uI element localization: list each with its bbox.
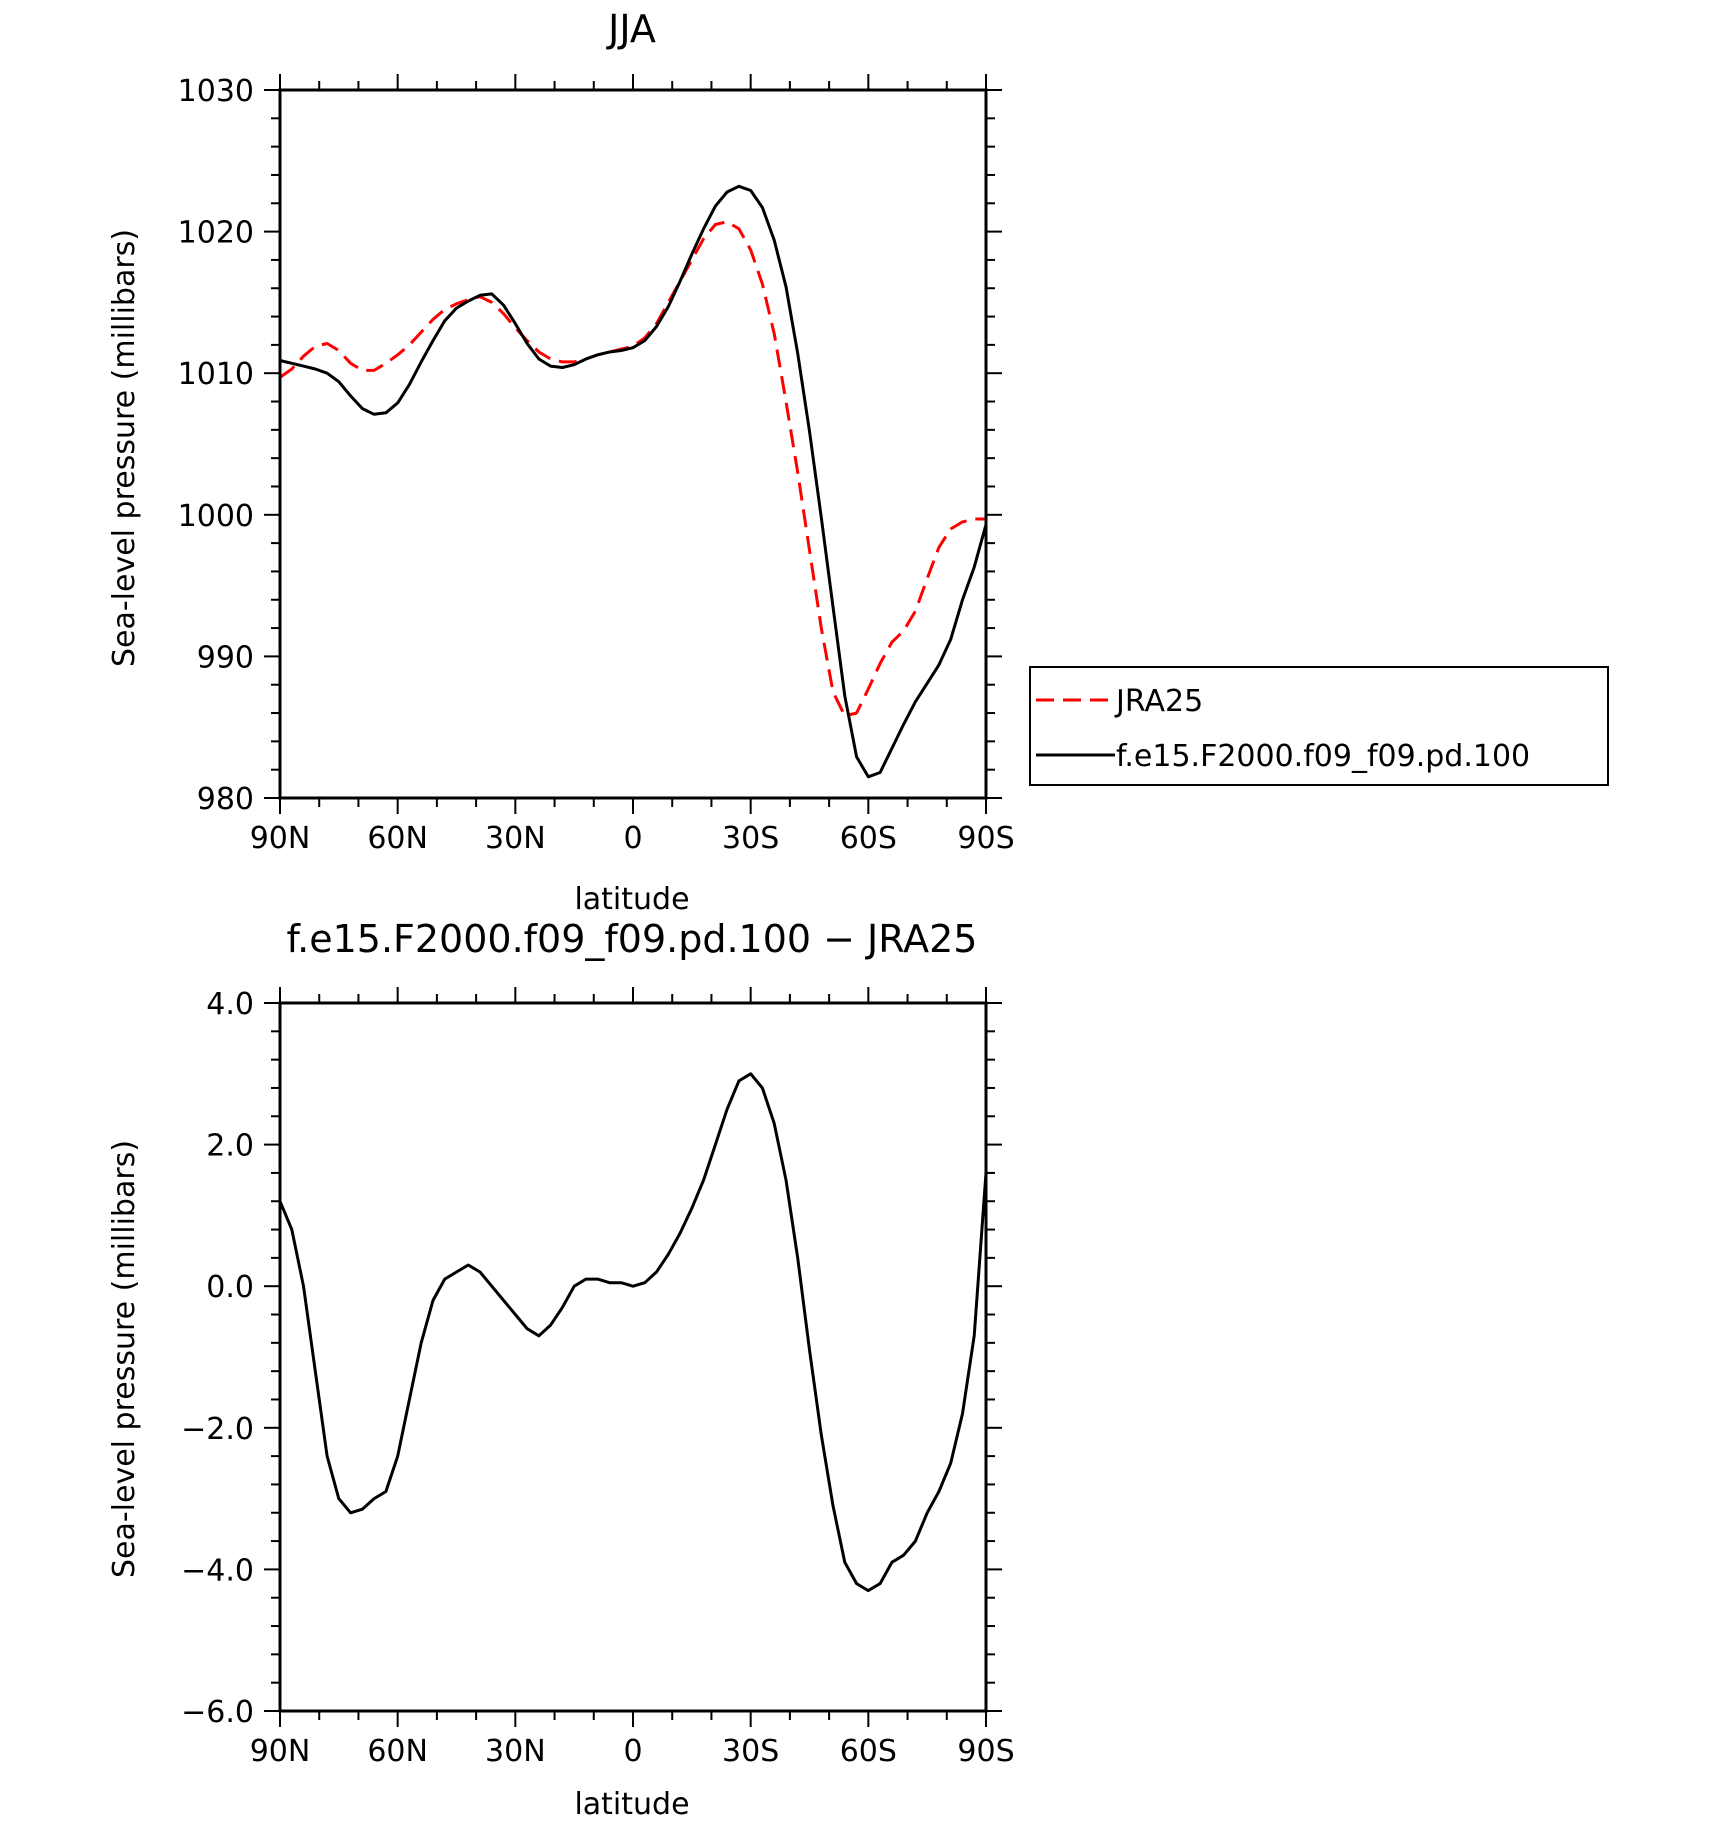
top-y-axis-label: Sea-level pressure (millibars) [107,229,142,667]
top-series [279,184,988,779]
series-line [279,220,986,718]
bottom-ticks [264,987,1002,1727]
x-tick-label: 90N [250,821,311,856]
y-tick-label: −2.0 [181,1412,254,1447]
y-tick-label: 1010 [178,357,254,392]
x-tick-label: 60N [367,821,428,856]
y-tick-label: −6.0 [181,1695,254,1730]
y-tick-label: 1000 [178,499,254,534]
y-tick-label: 2.0 [206,1129,254,1164]
x-tick-label: 0 [623,1734,642,1769]
top-chart-title: JJA [606,7,656,51]
y-tick-label: 4.0 [206,987,254,1022]
legend-label-jra25: JRA25 [1114,684,1203,719]
panel-top: JJA 90N 60N 30N 0 30S 60S 90S 980 990 1000 1010 10… [107,7,1015,917]
x-tick-label: 90S [957,821,1014,856]
top-ticks [264,74,1002,814]
legend-label-model: f.e15.F2000.f09_f09.pd.100 [1116,739,1530,774]
x-tick-label: 30N [485,1734,546,1769]
bottom-plot-frame [278,1001,988,1713]
y-tick-label: 0.0 [206,1270,254,1305]
top-y-tick-labels: 980 990 1000 1010 1020 1030 [178,74,254,817]
top-x-tick-labels: 90N 60N 30N 0 30S 60S 90S [250,821,1015,856]
x-tick-label: 90N [250,1734,311,1769]
x-tick-label: 60S [840,1734,897,1769]
y-tick-label: 1030 [178,74,254,109]
bottom-chart-title: f.e15.F2000.f09_f09.pd.100 − JRA25 [287,917,978,961]
y-tick-label: −4.0 [181,1553,254,1588]
x-tick-label: 60S [840,821,897,856]
bottom-series [278,1072,988,1593]
y-tick-label: 980 [197,782,254,817]
y-tick-label: 990 [197,640,254,675]
bottom-y-axis-label: Sea-level pressure (millibars) [107,1140,142,1578]
bottom-x-tick-labels: 90N 60N 30N 0 30S 60S 90S [250,1734,1015,1769]
legend-box [1029,666,1609,786]
x-tick-label: 30N [485,821,546,856]
x-tick-label: 60N [367,1734,428,1769]
legend: JRA25 f.e15.F2000.f09_f09.pd.100 [1029,666,1609,786]
top-plot-frame [278,88,988,800]
bottom-x-axis-label: latitude [574,1787,689,1822]
top-x-axis-label: latitude [574,882,689,917]
bottom-y-tick-labels: −6.0 −4.0 −2.0 0.0 2.0 4.0 [181,987,254,1730]
x-tick-label: 30S [722,821,779,856]
y-tick-label: 1020 [178,216,254,251]
panel-bottom: f.e15.F2000.f09_f09.pd.100 − JRA25 90N 60… [107,917,1015,1822]
series-line [278,1072,988,1593]
x-tick-label: 30S [722,1734,779,1769]
series-line [279,184,988,779]
x-tick-label: 90S [957,1734,1014,1769]
x-tick-label: 0 [623,821,642,856]
